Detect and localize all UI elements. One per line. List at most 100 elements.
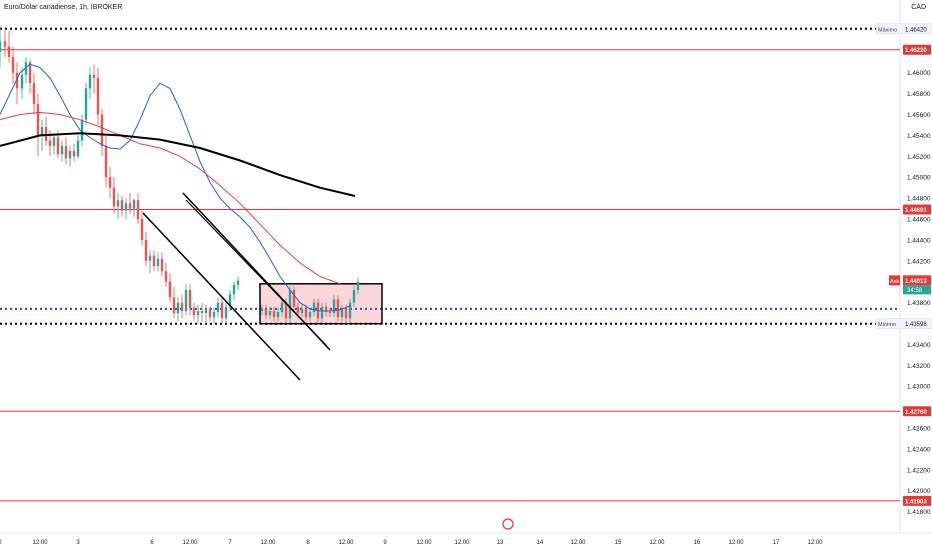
candle-body — [11, 57, 15, 73]
candle-body — [120, 200, 124, 211]
candle-body — [104, 145, 108, 178]
moving-average-line — [0, 63, 351, 312]
candle-body — [0, 41, 2, 52]
price-level-value: 1.43598 — [905, 322, 927, 328]
x-tick-label: 17 — [773, 540, 780, 546]
x-tick-label: 14 — [537, 540, 544, 546]
candle-body — [332, 299, 336, 314]
x-tick-label: 12:00 — [182, 540, 198, 546]
x-tick-label: 12:00 — [416, 540, 432, 546]
y-tick-label: 1.43800 — [907, 300, 931, 307]
candle-body — [160, 258, 164, 272]
candle-body — [300, 308, 304, 314]
candle-body — [356, 281, 360, 291]
candle-body — [180, 302, 184, 311]
candle-body — [136, 200, 140, 220]
candle-body — [172, 297, 176, 314]
y-tick-label: 1.44800 — [907, 196, 931, 203]
y-tick-label: 1.44400 — [907, 237, 931, 244]
candle-body — [268, 310, 272, 316]
candle-body — [140, 219, 144, 240]
x-tick-label: 12:00 — [728, 540, 744, 546]
candle-body — [232, 284, 236, 295]
candle-body — [32, 83, 36, 105]
price-level-tag — [903, 44, 931, 55]
price-level-value: 1.41903 — [905, 499, 927, 505]
candle-body — [312, 302, 316, 313]
y-tick-label: 1.43200 — [907, 363, 931, 370]
candle-body — [176, 302, 180, 314]
ask-price-tag — [903, 275, 931, 286]
moving-average-line — [0, 132, 356, 197]
candle-body — [144, 239, 148, 261]
candle-body — [168, 281, 172, 298]
price-level-label: Máximo — [878, 27, 897, 33]
candle-body — [336, 299, 340, 318]
candle-body — [116, 200, 120, 207]
candle-body — [112, 187, 116, 207]
price-level-tag — [875, 23, 932, 35]
candle-body — [260, 308, 264, 311]
candle-body — [236, 280, 240, 285]
candle-body — [204, 308, 208, 314]
candle-body — [132, 200, 136, 209]
candle-body — [224, 306, 228, 319]
ask-price: 1.44013 — [905, 279, 927, 285]
candle-body — [228, 294, 232, 307]
candle-body — [15, 72, 19, 89]
y-tick-label: 1.44200 — [907, 258, 931, 265]
y-tick-label: 1.44600 — [907, 217, 931, 224]
candle-body — [80, 119, 84, 141]
candle-body — [36, 104, 40, 136]
price-level-value: 1.44691 — [905, 208, 927, 214]
x-tick-label: 15 — [615, 540, 622, 546]
y-tick-label: 1.45400 — [907, 133, 931, 140]
candle-body — [188, 290, 192, 308]
candle-body — [340, 308, 344, 318]
candle-body — [324, 306, 328, 313]
candle-body — [44, 127, 48, 141]
candle-body — [348, 302, 352, 319]
moving-average-line — [0, 111, 341, 285]
candle-body — [220, 302, 224, 319]
candle-body — [308, 312, 312, 318]
countdown-tag — [903, 285, 931, 295]
price-level-tag — [903, 406, 931, 417]
candle-body — [184, 290, 188, 311]
x-tick-label: 16 — [694, 540, 701, 546]
x-tick-label: 12:00 — [32, 540, 48, 546]
candle-body — [40, 127, 44, 136]
candle-body — [48, 140, 52, 146]
trendline-upper-inner — [185, 199, 327, 346]
candle-body — [100, 114, 104, 146]
y-tick-label: 1.41800 — [907, 509, 931, 516]
candle-body — [292, 290, 296, 307]
x-tick-label: 8 — [306, 540, 310, 546]
candle-body — [192, 307, 196, 316]
candle-body — [304, 308, 308, 318]
candle-body — [148, 255, 152, 261]
countdown: 34:58 — [907, 288, 923, 294]
price-level-label: Mínimo — [878, 322, 896, 328]
trendline-lower — [142, 212, 301, 381]
candle-body — [68, 151, 72, 159]
candle-body — [152, 255, 156, 267]
event-marker-icon — [502, 518, 514, 530]
candle-body — [3, 41, 7, 47]
candle-body — [28, 62, 32, 84]
candle-body — [72, 151, 76, 157]
x-tick-label: 3 — [76, 540, 80, 546]
candle-body — [76, 140, 80, 157]
candle-body — [84, 88, 88, 120]
y-tick-label: 1.43400 — [907, 342, 931, 349]
candle-body — [280, 302, 284, 313]
candle-body — [108, 177, 112, 188]
price-level-value: 1.46420 — [905, 27, 927, 33]
candle-body — [200, 310, 204, 314]
x-tick-label: 12:00 — [807, 540, 823, 546]
price-level-value: 1.46220 — [905, 48, 927, 54]
price-level-value: 1.42760 — [905, 410, 927, 416]
ask-label: Ask — [890, 279, 899, 285]
x-tick-label: 12:00 — [454, 540, 470, 546]
